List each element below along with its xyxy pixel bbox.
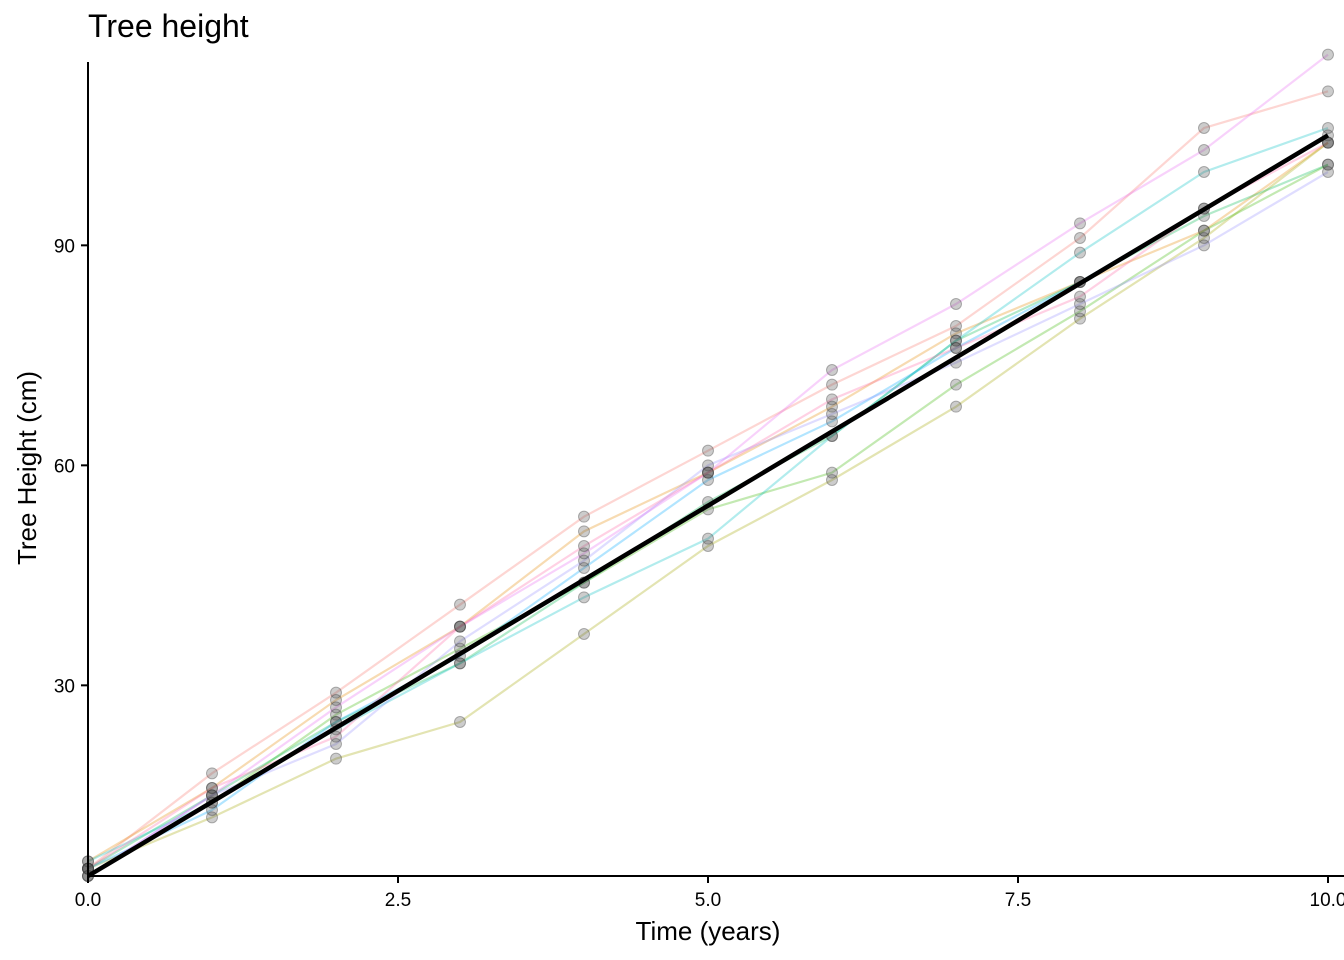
series-line-9: [87, 53, 1329, 877]
data-point: [702, 532, 714, 545]
data-point: [1322, 85, 1334, 98]
data-point: [1074, 305, 1086, 318]
data-point: [454, 620, 466, 633]
data-point: [950, 320, 962, 332]
data-point: [1074, 312, 1086, 325]
data-point: [1322, 158, 1334, 171]
data-point: [1198, 232, 1210, 244]
data-point: [950, 342, 962, 354]
data-point: [1198, 122, 1210, 134]
series-line-8: [87, 171, 1329, 877]
data-point: [826, 466, 838, 479]
y-ticks: 30 60 90: [54, 236, 88, 697]
data-point: [1074, 217, 1086, 230]
data-point: [1198, 144, 1210, 156]
data-point: [826, 364, 838, 376]
data-point: [1074, 246, 1086, 259]
data-point: [578, 540, 590, 552]
series-line-2: [87, 141, 1329, 863]
x-tick-label: 0.0: [75, 890, 101, 911]
series-line-3: [87, 141, 1329, 870]
data-point: [950, 400, 962, 413]
series-line-4: [87, 163, 1329, 877]
y-tick-label: 90: [54, 236, 75, 257]
data-point: [578, 547, 590, 560]
data-point: [826, 378, 838, 391]
data-point: [330, 738, 342, 750]
trend-layer: [86, 133, 1330, 878]
x-tick-label: 7.5: [1005, 890, 1031, 911]
data-point: [454, 620, 466, 633]
data-point: [826, 393, 838, 406]
data-point: [578, 510, 590, 523]
data-point: [578, 554, 590, 567]
data-point: [826, 415, 838, 428]
data-point: [330, 686, 342, 699]
data-point: [1198, 224, 1210, 237]
data-point: [1322, 166, 1334, 178]
data-point: [578, 628, 590, 640]
data-point: [1074, 298, 1086, 310]
mean-trend-line: [86, 133, 1330, 878]
data-point: [826, 400, 838, 413]
data-point: [702, 466, 714, 479]
y-axis-title: Tree Height (cm): [12, 371, 42, 565]
data-point: [1074, 232, 1086, 244]
data-point: [1322, 158, 1334, 171]
data-point: [950, 378, 962, 391]
data-point: [702, 540, 714, 552]
data-point: [950, 342, 962, 354]
data-point: [454, 635, 466, 648]
data-point: [330, 708, 342, 721]
data-point: [702, 466, 714, 479]
data-point: [702, 466, 714, 479]
data-point: [826, 474, 838, 486]
data-point: [454, 598, 466, 611]
data-point: [1198, 166, 1210, 178]
x-tick-label: 10.0: [1310, 890, 1344, 911]
data-point: [578, 562, 590, 574]
data-point: [950, 334, 962, 347]
data-point: [702, 474, 714, 486]
data-point: [1322, 48, 1334, 61]
y-tick-label: 30: [54, 676, 75, 697]
data-point: [206, 782, 218, 794]
data-point: [950, 334, 962, 347]
x-axis-title: Time (years): [636, 916, 781, 946]
data-point: [578, 525, 590, 538]
x-tick-label: 2.5: [385, 890, 411, 911]
data-point: [330, 752, 342, 765]
data-point: [702, 459, 714, 472]
x-ticks: 0.0 2.5 5.0 7.5 10.0: [75, 876, 1344, 911]
data-point: [454, 657, 466, 670]
y-tick-label: 60: [54, 456, 75, 477]
points-layer: [82, 48, 1334, 882]
data-point: [206, 782, 218, 794]
data-point: [1198, 239, 1210, 252]
data-point: [1322, 122, 1334, 134]
data-point: [206, 767, 218, 780]
data-point: [578, 591, 590, 604]
data-point: [702, 444, 714, 457]
data-point: [206, 811, 218, 824]
x-tick-label: 5.0: [695, 890, 721, 911]
chart-title: Tree height: [88, 8, 249, 44]
data-point: [330, 701, 342, 714]
data-point: [1074, 290, 1086, 303]
data-point: [454, 657, 466, 670]
data-point: [1198, 224, 1210, 237]
data-point: [454, 620, 466, 633]
data-point: [826, 408, 838, 420]
series-line-1: [87, 90, 1329, 870]
data-point: [950, 298, 962, 310]
data-point: [950, 327, 962, 340]
data-point: [330, 694, 342, 706]
data-point: [454, 716, 466, 728]
data-point: [330, 730, 342, 743]
